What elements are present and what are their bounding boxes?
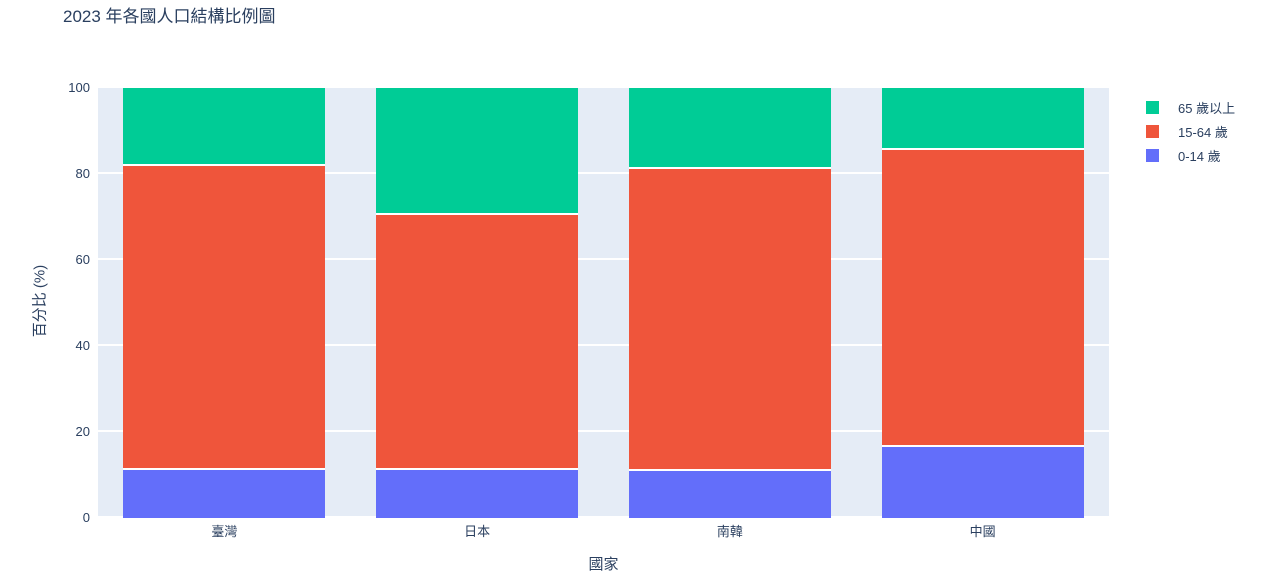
legend-item[interactable]: 15-64 歲 <box>1146 119 1235 143</box>
y-axis-title: 百分比 (%) <box>31 264 49 338</box>
zero-line <box>98 516 1109 518</box>
legend-item[interactable]: 0-14 歲 <box>1146 143 1235 167</box>
x-tick-label: 臺灣 <box>211 524 238 539</box>
chart-title: 2023 年各國人口結構比例圖 <box>63 7 276 26</box>
bar-segment[interactable] <box>123 88 326 167</box>
bar-segment[interactable] <box>881 446 1084 518</box>
gridline <box>98 430 1109 432</box>
gridline <box>98 344 1109 346</box>
bar-group <box>881 88 1084 518</box>
legend-color-swatch <box>1146 124 1159 138</box>
bar-segment[interactable] <box>881 88 1084 150</box>
legend-item-label: 15-64 歲 <box>1178 124 1228 140</box>
y-tick-label: 0 <box>82 510 90 525</box>
y-tick-label: 40 <box>75 338 90 353</box>
bar-segment[interactable] <box>628 169 831 472</box>
bar-segment[interactable] <box>123 166 326 470</box>
bar-segment[interactable] <box>123 469 326 518</box>
bar-segment[interactable] <box>376 88 579 216</box>
y-tick-label: 80 <box>75 166 90 181</box>
bar-group <box>376 88 579 518</box>
bar-segment[interactable] <box>628 471 831 518</box>
bar-segment[interactable] <box>881 149 1084 447</box>
legend-item-label: 65 歲以上 <box>1178 100 1236 116</box>
bar-segment[interactable] <box>628 88 831 170</box>
x-axis-title: 國家 <box>588 556 619 573</box>
x-tick-label: 南韓 <box>716 524 743 539</box>
gridline <box>98 258 1109 260</box>
y-tick-label: 100 <box>68 80 90 95</box>
legend-item-label: 0-14 歲 <box>1178 148 1221 164</box>
x-tick-label: 日本 <box>464 524 491 539</box>
bar-segment[interactable] <box>376 215 579 470</box>
y-tick-label: 20 <box>75 424 90 439</box>
legend-color-swatch <box>1146 148 1159 162</box>
bar-group <box>628 88 831 518</box>
bar-segment[interactable] <box>376 469 579 518</box>
x-tick-label: 中國 <box>969 524 996 539</box>
bar-group <box>123 88 326 518</box>
legend-color-swatch <box>1146 100 1159 114</box>
legend-item[interactable]: 65 歲以上 <box>1146 95 1235 119</box>
plot-area <box>98 88 1109 518</box>
y-tick-label: 60 <box>75 252 90 267</box>
legend: 65 歲以上 15-64 歲 0-14 歲 <box>1146 95 1235 167</box>
gridline <box>98 172 1109 174</box>
